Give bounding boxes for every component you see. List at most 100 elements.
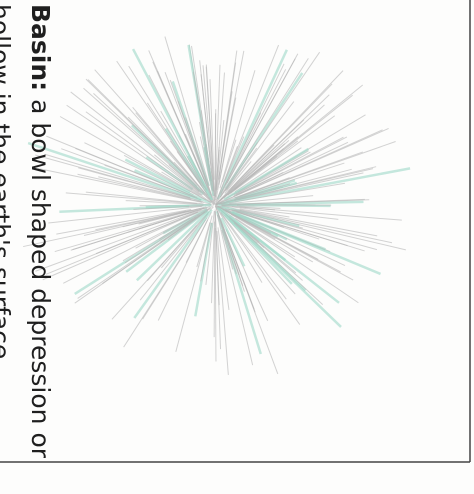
scribble-stroke: [220, 212, 301, 325]
scribble-stroke: [66, 104, 215, 205]
scribble-stroke: [216, 230, 229, 375]
scribble-stroke: [173, 161, 198, 187]
scribble-stroke: [85, 111, 202, 196]
scribble-stroke: [233, 141, 349, 197]
scribble-stroke: [123, 219, 206, 348]
scribble-stroke: [216, 214, 254, 366]
scribble-stroke: [185, 117, 209, 186]
scribble-stroke: [135, 205, 213, 249]
scribble-stroke: [230, 115, 336, 194]
definition-line: hollow in the earth's surface: [0, 4, 15, 360]
scribble-stroke: [216, 50, 238, 191]
scribble-stroke: [216, 145, 238, 201]
scribble-stroke: [161, 171, 200, 196]
scribble-stroke: [145, 156, 194, 191]
scribble-stroke: [148, 50, 206, 181]
scribble-stroke: [231, 209, 378, 251]
scribble-stroke: [224, 161, 252, 194]
scribble-stroke: [217, 214, 237, 275]
scribble-stroke: [77, 173, 212, 205]
scribble-stroke: [239, 209, 393, 244]
scribble-stroke: [56, 208, 192, 235]
scribble-stroke: [228, 119, 305, 193]
scribble-stroke: [227, 155, 278, 196]
scribble-stroke: [220, 63, 285, 194]
scribble-stroke: [161, 212, 210, 269]
scribble-stroke: [234, 209, 406, 251]
scribble-stroke: [216, 49, 288, 200]
scribble-stroke: [214, 228, 217, 362]
scribble-stroke: [177, 100, 213, 198]
scribble-stroke: [95, 210, 187, 231]
scribble-stroke: [215, 205, 287, 300]
scribble-stroke: [224, 147, 258, 192]
scribble-stroke: [214, 109, 217, 202]
scribble-stroke: [224, 69, 287, 186]
scribble-stroke: [233, 136, 348, 196]
scribble-stroke: [185, 211, 212, 263]
scribble-stroke: [214, 209, 220, 306]
scribble-stroke: [59, 116, 211, 203]
scribble-stroke: [154, 154, 200, 193]
scribble-stroke: [116, 60, 203, 187]
scribble-stroke: [215, 120, 225, 194]
scribble-stroke: [65, 192, 198, 205]
scribble-stroke: [48, 205, 202, 224]
scribble-stroke: [211, 221, 215, 304]
scribble-stroke: [70, 91, 203, 196]
scribble-stroke: [167, 207, 211, 241]
scribble-stroke: [186, 155, 214, 201]
scribble-stroke: [160, 110, 207, 191]
scribble-stroke: [223, 147, 310, 201]
scribble-stroke: [231, 210, 382, 276]
scribble-stroke: [85, 78, 213, 203]
scribble-stroke: [222, 209, 359, 304]
scribble-stroke: [94, 69, 211, 200]
definition: Basin: a bowl shaped depression or hollo…: [0, 4, 60, 490]
scribble-stroke: [85, 191, 204, 205]
scribble-stroke: [128, 65, 205, 188]
scribble-stroke: [237, 151, 311, 193]
scribble-stroke: [215, 129, 383, 206]
scribble-stroke: [72, 211, 195, 251]
scribble-stroke: [217, 227, 230, 311]
scribble-stroke: [35, 154, 191, 199]
scribble-stroke: [227, 70, 344, 192]
scribble-stroke: [234, 168, 374, 202]
scribble-stroke: [196, 222, 211, 268]
scribble-stroke: [226, 101, 295, 191]
scribble-stroke: [230, 213, 314, 263]
scribble-stroke: [215, 64, 221, 191]
scribble-stroke: [214, 58, 309, 205]
scribble-stroke: [215, 206, 263, 283]
scribble-stroke: [54, 207, 205, 253]
scribble-stroke: [216, 211, 255, 310]
scribble-stroke: [134, 169, 212, 205]
scribble-stroke: [221, 139, 237, 183]
scribble-stroke: [233, 222, 324, 306]
scribble-stroke: [235, 217, 296, 258]
scribble-stroke: [215, 143, 286, 205]
scribble-stroke: [124, 216, 197, 264]
scribble-stroke: [133, 208, 213, 319]
scribble-stroke: [98, 176, 192, 200]
scribble-stroke: [220, 217, 246, 267]
scribble-stroke: [200, 74, 215, 192]
scribble-stroke: [125, 200, 212, 206]
scribble-stroke: [221, 198, 365, 206]
scribble-stroke: [239, 208, 290, 218]
scribble-stroke: [234, 147, 302, 193]
scribble-stroke: [205, 66, 216, 203]
scribble-stroke: [192, 71, 214, 192]
scribble-stroke: [74, 214, 201, 304]
scribble-stroke: [221, 229, 234, 270]
scribble-stroke: [216, 206, 293, 285]
scribble-stroke: [202, 65, 215, 197]
scribble-stroke: [223, 167, 411, 205]
scribble-stroke: [45, 211, 199, 275]
scribble-stroke: [59, 204, 190, 213]
scribble-stroke: [215, 183, 291, 206]
scribble-stroke: [200, 222, 213, 282]
scribble-stroke: [218, 207, 287, 262]
